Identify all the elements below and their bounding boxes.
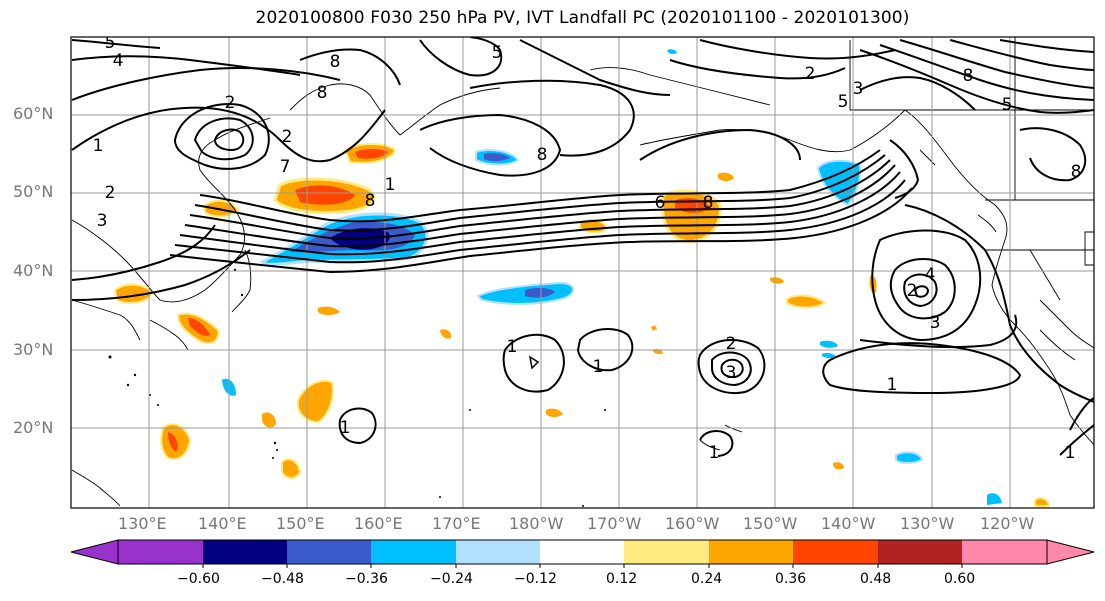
colorbar-arrow-right: [1046, 539, 1095, 565]
svg-text:3: 3: [97, 211, 108, 231]
plot-frame: [70, 36, 1095, 509]
svg-text:8: 8: [1071, 162, 1082, 182]
svg-text:7: 7: [280, 157, 291, 177]
lon-label: 180°W: [509, 514, 564, 533]
svg-text:8: 8: [317, 83, 328, 103]
colorbar-tick-label: 0.48: [860, 571, 892, 587]
colorbar-segment: [203, 540, 287, 564]
colorbar-tick-label: −0.36: [345, 571, 388, 587]
svg-text:5: 5: [838, 92, 849, 112]
svg-text:2: 2: [282, 127, 293, 147]
svg-text:6: 6: [655, 193, 666, 213]
colorbar-segment: [962, 540, 1047, 564]
colorbar-segment: [709, 540, 793, 564]
colorbar-segment: [371, 540, 456, 564]
svg-text:8: 8: [703, 193, 714, 213]
lon-label: 130°E: [118, 514, 167, 533]
colorbar-segment: [456, 540, 540, 564]
svg-text:1: 1: [709, 443, 720, 463]
lon-label: 160°E: [354, 514, 403, 533]
svg-text:5: 5: [105, 33, 116, 53]
lon-label: 170°W: [587, 514, 642, 533]
colorbar-arrow-left: [70, 539, 119, 565]
svg-text:2: 2: [907, 281, 918, 301]
colorbar-segment: [624, 540, 709, 564]
svg-text:3: 3: [930, 313, 941, 333]
lat-label-40n: 40°N: [13, 261, 54, 280]
lat-label-20n: 20°N: [13, 418, 54, 437]
svg-text:5: 5: [492, 43, 503, 63]
svg-text:1: 1: [385, 175, 396, 195]
svg-text:4: 4: [113, 51, 124, 71]
colorbar-tick-label: 0.24: [691, 571, 723, 587]
lat-label-30n: 30°N: [13, 340, 54, 359]
svg-text:1: 1: [507, 337, 518, 357]
svg-text:1: 1: [1065, 443, 1076, 463]
lon-label: 120°W: [980, 514, 1035, 533]
lat-label-50n: 50°N: [13, 182, 54, 201]
svg-text:2: 2: [805, 64, 816, 84]
svg-text:8: 8: [330, 52, 341, 72]
svg-text:1: 1: [887, 375, 898, 395]
svg-text:2: 2: [105, 183, 116, 203]
colorbar-tick-label: 0.60: [944, 571, 976, 587]
svg-text:3: 3: [726, 363, 737, 383]
svg-text:4: 4: [925, 265, 936, 285]
lon-label: 150°W: [743, 514, 798, 533]
colorbar-tick-label: 0.36: [775, 571, 807, 587]
colorbar-segment: [793, 540, 878, 564]
svg-text:8: 8: [963, 66, 974, 86]
lat-label-60n: 60°N: [13, 104, 54, 123]
lon-label: 140°W: [821, 514, 876, 533]
svg-text:5: 5: [1002, 95, 1013, 115]
colorbar-segment: [287, 540, 371, 564]
lon-label: 130°W: [900, 514, 955, 533]
colorbar-segment: [540, 540, 624, 564]
svg-text:3: 3: [853, 79, 864, 99]
pv-contours: [71, 37, 1094, 457]
svg-text:1: 1: [593, 357, 604, 377]
colorbar-tick-label: 0.12: [606, 571, 638, 587]
coastlines: [71, 37, 1094, 507]
chart-title: 2020100800 F030 250 hPa PV, IVT Landfall…: [255, 8, 910, 28]
svg-text:8: 8: [365, 191, 376, 211]
lon-label: 150°E: [276, 514, 325, 533]
svg-text:8: 8: [537, 145, 548, 165]
lon-label: 140°E: [198, 514, 247, 533]
colorbar-segment: [878, 540, 962, 564]
colorbar-tick-label: −0.12: [514, 571, 557, 587]
svg-text:1: 1: [93, 136, 104, 156]
colorbar: [70, 539, 1095, 568]
lon-label: 170°E: [432, 514, 481, 533]
colorbar-segment: [118, 540, 203, 564]
svg-text:1: 1: [340, 418, 351, 438]
colorbar-tick-label: −0.60: [177, 571, 220, 587]
contour-labels: 5 4 2 1 2 3 2 7 8 8 5 8 2 5 3 8 5 8 1 8 …: [93, 33, 1082, 463]
colorbar-tick-label: −0.48: [261, 571, 304, 587]
lon-label: 160°W: [665, 514, 720, 533]
colorbar-tick-label: −0.24: [430, 571, 473, 587]
svg-text:2: 2: [726, 334, 737, 354]
grid-lines: [71, 37, 1094, 508]
svg-text:2: 2: [225, 93, 236, 113]
